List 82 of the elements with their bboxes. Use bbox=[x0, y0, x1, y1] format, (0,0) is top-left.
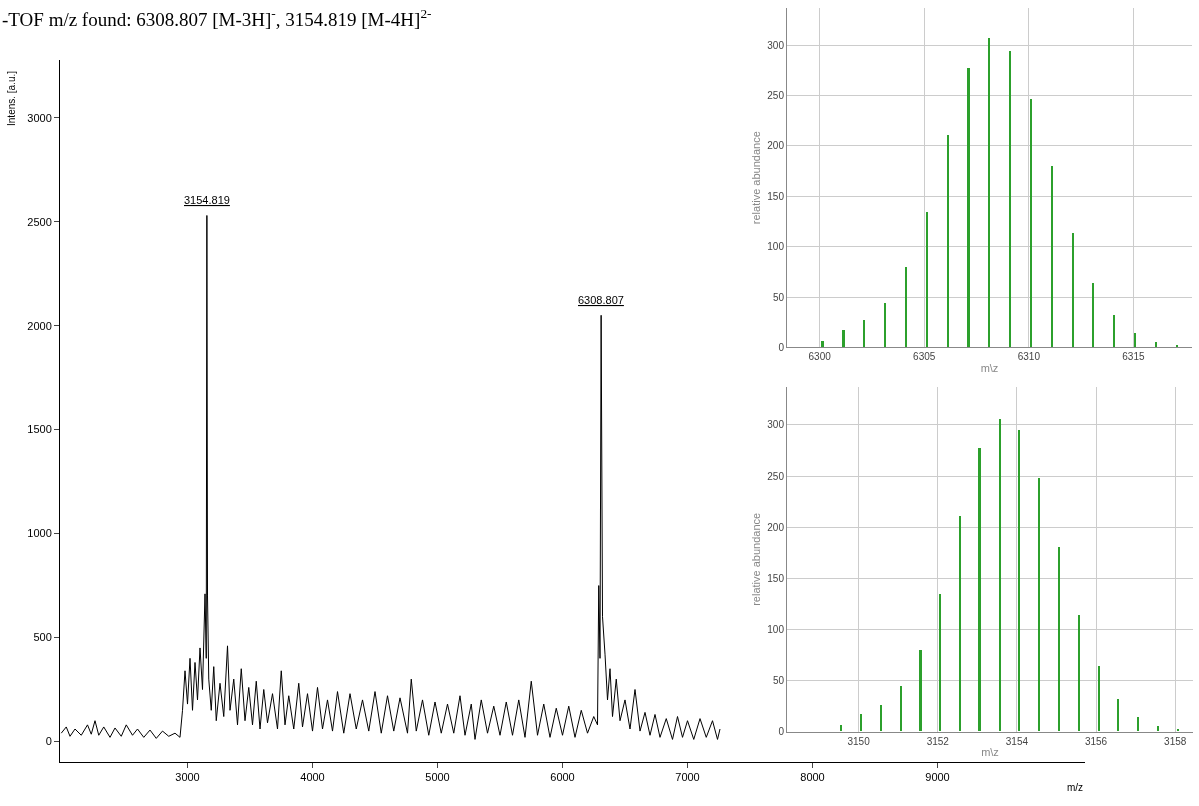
y-axis-title: relative abundance bbox=[749, 512, 762, 606]
bar bbox=[1155, 341, 1157, 347]
y-tick-label: 50 bbox=[772, 291, 785, 303]
x-tick-label: 5000 bbox=[425, 771, 450, 784]
x-tick-label: 3150 bbox=[847, 735, 871, 747]
y-tick-label: 0 bbox=[778, 341, 785, 353]
bar bbox=[840, 725, 842, 732]
y-tick-label: 500 bbox=[33, 631, 52, 644]
x-tick-label: 6300 bbox=[808, 351, 832, 363]
y-tick-label: 250 bbox=[767, 470, 785, 482]
bar bbox=[1051, 165, 1053, 347]
y-tick-label: 300 bbox=[767, 419, 785, 431]
y-tick-label: 1500 bbox=[27, 423, 52, 436]
y-tick-label: 0 bbox=[45, 735, 52, 748]
x-tick-label: 3156 bbox=[1084, 735, 1108, 747]
bar bbox=[926, 211, 928, 347]
bar bbox=[1134, 332, 1136, 347]
y-tick-label: 2500 bbox=[27, 215, 52, 228]
bar bbox=[863, 319, 865, 347]
bar bbox=[1113, 314, 1115, 347]
bar bbox=[1098, 666, 1100, 732]
bar bbox=[1018, 430, 1020, 732]
y-tick-label: 200 bbox=[767, 140, 785, 152]
bar bbox=[1176, 344, 1178, 347]
bar bbox=[900, 686, 902, 732]
x-axis-title: m\z bbox=[981, 745, 999, 758]
x-tick-label: 3158 bbox=[1164, 735, 1187, 747]
x-tick-label: 6310 bbox=[1017, 351, 1041, 363]
x-tick-label: 6305 bbox=[913, 351, 936, 363]
bar bbox=[988, 37, 990, 347]
x-tick-label: 7000 bbox=[675, 771, 700, 784]
x-axis-title: m/z bbox=[1067, 782, 1084, 793]
y-tick-label: 100 bbox=[767, 241, 785, 253]
y-tick-label: 100 bbox=[767, 623, 785, 635]
bar bbox=[999, 419, 1001, 732]
chart-title: -TOF m/z found: 6308.807 [M-3H]$^{-}$, 3154.819 [M-4H]$^{2-}$ bbox=[2, 6, 432, 30]
x-axis-title: m\z bbox=[980, 361, 999, 374]
x-tick-label: 3000 bbox=[175, 771, 200, 784]
bar bbox=[821, 340, 824, 347]
bar bbox=[1030, 98, 1032, 347]
x-tick-label: 3152 bbox=[926, 735, 950, 747]
x-tick-label: 3154 bbox=[1005, 735, 1029, 747]
bar bbox=[884, 302, 886, 347]
bar bbox=[967, 67, 970, 347]
bar bbox=[1157, 726, 1159, 732]
bar bbox=[1038, 478, 1040, 732]
y-axis-title: Intens. [a.u.] bbox=[6, 70, 18, 126]
y-tick-label: 50 bbox=[772, 674, 785, 686]
annotation: 3154.819 bbox=[184, 194, 230, 206]
x-tick-label: 6000 bbox=[550, 771, 575, 784]
y-axis-title: relative abundance bbox=[749, 131, 762, 225]
bar bbox=[947, 134, 949, 347]
annotation: 6308.807 bbox=[578, 294, 624, 306]
bar bbox=[978, 448, 981, 732]
x-tick-label: 4000 bbox=[300, 771, 325, 784]
bar bbox=[1177, 729, 1179, 732]
y-tick-label: 150 bbox=[767, 572, 785, 584]
bar bbox=[1072, 232, 1074, 347]
bar bbox=[1092, 282, 1094, 347]
bar bbox=[959, 516, 961, 732]
bar bbox=[1058, 547, 1060, 732]
bar bbox=[860, 714, 862, 732]
y-tick-label: 2000 bbox=[27, 319, 52, 332]
bar bbox=[1078, 615, 1080, 732]
bar bbox=[1117, 699, 1119, 732]
y-tick-label: 250 bbox=[767, 90, 785, 102]
y-tick-label: 0 bbox=[778, 726, 785, 738]
y-tick-label: 3000 bbox=[27, 111, 52, 124]
bar bbox=[842, 329, 845, 347]
x-tick-label: 9000 bbox=[925, 771, 950, 784]
bar bbox=[1137, 717, 1139, 732]
bar bbox=[1009, 50, 1011, 347]
bar bbox=[905, 266, 907, 347]
bar bbox=[880, 705, 882, 732]
x-tick-label: 8000 bbox=[800, 771, 825, 784]
y-tick-label: 1000 bbox=[27, 527, 52, 540]
x-tick-label: 6315 bbox=[1122, 351, 1145, 363]
y-tick-label: 150 bbox=[767, 190, 785, 202]
y-tick-label: 300 bbox=[767, 39, 785, 51]
bar bbox=[939, 594, 941, 732]
y-tick-label: 200 bbox=[767, 521, 785, 533]
bar bbox=[919, 650, 922, 732]
